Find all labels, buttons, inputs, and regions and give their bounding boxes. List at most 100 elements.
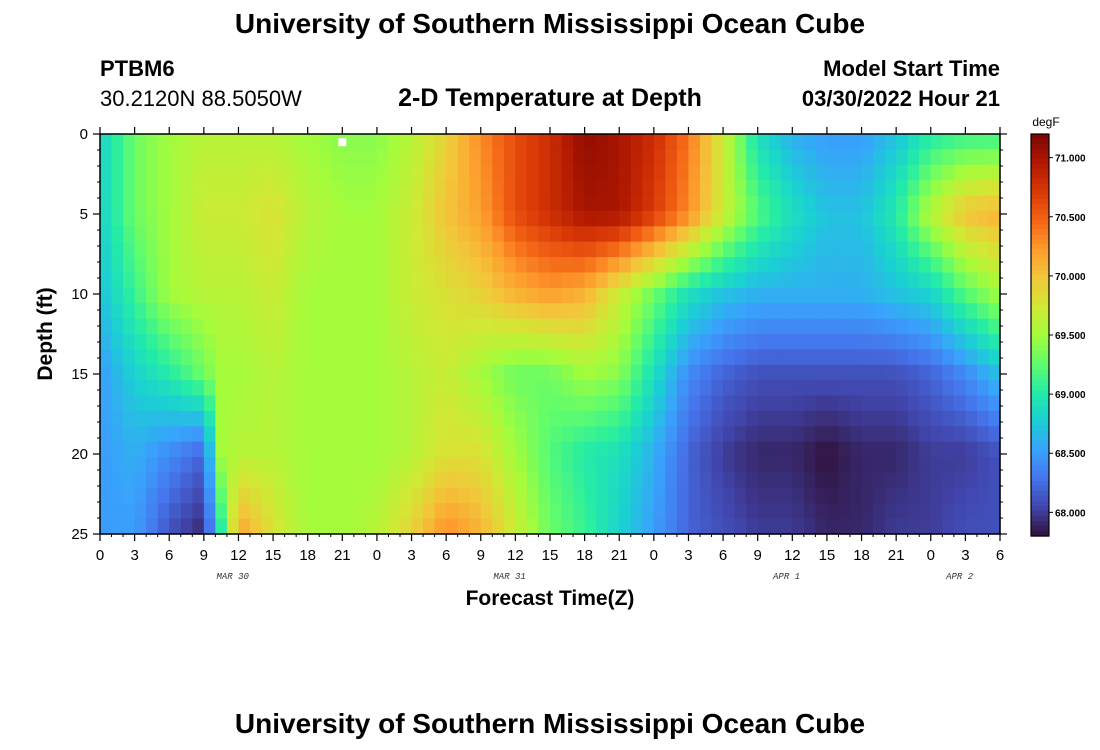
heatmap-cell	[953, 149, 966, 166]
heatmap-cell	[503, 503, 516, 520]
heatmap-cell	[861, 134, 874, 150]
date-label: MAR 31	[493, 572, 525, 582]
heatmap-cell	[365, 395, 378, 412]
heatmap-cell	[411, 518, 424, 535]
heatmap-cell	[296, 241, 309, 258]
heatmap-cell	[815, 272, 828, 289]
heatmap-cell	[907, 349, 920, 366]
heatmap-cell	[100, 318, 113, 335]
heatmap-cell	[157, 287, 170, 304]
heatmap-cell	[261, 226, 274, 243]
heatmap-cell	[550, 364, 563, 381]
heatmap-cell	[330, 318, 343, 335]
heatmap-cell	[469, 149, 482, 166]
heatmap-cell	[780, 164, 793, 181]
heatmap-cell	[792, 349, 805, 366]
heatmap-cell	[561, 226, 574, 243]
colorbar-segment	[1031, 154, 1049, 160]
heatmap-cell	[215, 349, 228, 366]
heatmap-cell	[492, 364, 505, 381]
heatmap-cell	[480, 303, 493, 320]
heatmap-cell	[111, 180, 124, 197]
heatmap-cell	[492, 195, 505, 212]
heatmap-cell	[700, 334, 713, 350]
heatmap-cell	[815, 518, 828, 535]
heatmap-cell	[792, 487, 805, 504]
heatmap-cell	[434, 257, 447, 274]
heatmap-cell	[503, 287, 516, 304]
heatmap-cell	[480, 380, 493, 397]
heatmap-cell	[803, 149, 816, 166]
heatmap-cell	[284, 195, 297, 212]
heatmap-cell	[180, 272, 193, 289]
heatmap-cell	[826, 503, 840, 520]
colorbar-segment	[1031, 139, 1049, 145]
heatmap-cell	[976, 364, 990, 381]
heatmap-cell	[688, 287, 701, 304]
heatmap-cell	[215, 303, 228, 320]
heatmap-cell	[665, 472, 678, 489]
heatmap-cell	[803, 380, 816, 397]
heatmap-cell	[896, 257, 909, 274]
heatmap-cell	[192, 441, 205, 458]
heatmap-cell	[815, 318, 828, 335]
heatmap-cell	[123, 180, 136, 197]
heatmap-cell	[976, 410, 990, 427]
heatmap-cell	[550, 441, 563, 458]
heatmap-cell	[561, 149, 574, 166]
heatmap-cell	[746, 149, 759, 166]
heatmap-cell	[676, 134, 690, 150]
heatmap-cell	[492, 287, 505, 304]
heatmap-cell	[757, 303, 770, 320]
heatmap-cell	[423, 441, 436, 458]
heatmap-cell	[757, 380, 770, 397]
model-start-label: Model Start Time	[823, 56, 1000, 81]
heatmap-cell	[861, 180, 874, 197]
heatmap-cell	[261, 164, 274, 181]
heatmap-cell	[850, 303, 863, 320]
heatmap-cell	[157, 241, 170, 258]
heatmap-cell	[965, 257, 978, 274]
colorbar-segment	[1031, 329, 1049, 336]
heatmap-cell	[284, 241, 297, 258]
heatmap-cell	[480, 257, 493, 274]
heatmap-cell	[100, 195, 113, 212]
heatmap-cell	[584, 395, 597, 412]
heatmap-cell	[319, 410, 332, 427]
heatmap-cell	[111, 149, 124, 166]
heatmap-cell	[630, 503, 643, 520]
heatmap-cell	[711, 210, 724, 227]
heatmap-cell	[330, 364, 343, 381]
heatmap-cells	[100, 134, 1001, 535]
heatmap-cell	[953, 472, 966, 489]
heatmap-cell	[884, 349, 897, 366]
heatmap-cell	[261, 349, 274, 366]
heatmap-cell	[261, 334, 274, 350]
heatmap-cell	[723, 441, 736, 458]
heatmap-cell	[134, 180, 147, 197]
heatmap-cell	[907, 518, 920, 535]
heatmap-cell	[630, 149, 643, 166]
heatmap-cell	[711, 472, 724, 489]
heatmap-cell	[342, 180, 355, 197]
heatmap-cell	[584, 426, 597, 443]
heatmap-cell	[238, 487, 251, 504]
heatmap-cell	[815, 472, 828, 489]
heatmap-cell	[930, 457, 943, 474]
heatmap-cell	[700, 164, 713, 181]
heatmap-cell	[480, 472, 493, 489]
heatmap-cell	[550, 272, 563, 289]
heatmap-cell	[446, 257, 459, 274]
heatmap-cell	[688, 226, 701, 243]
heatmap-cell	[411, 303, 424, 320]
heatmap-cell	[550, 395, 563, 412]
heatmap-cell	[550, 426, 563, 443]
heatmap-cell	[942, 287, 955, 304]
heatmap-cell	[330, 395, 343, 412]
heatmap-cell	[319, 457, 332, 474]
heatmap-cell	[723, 410, 736, 427]
heatmap-cell	[157, 487, 170, 504]
heatmap-cell	[353, 410, 366, 427]
heatmap-cell	[930, 487, 943, 504]
heatmap-cell	[746, 503, 759, 520]
